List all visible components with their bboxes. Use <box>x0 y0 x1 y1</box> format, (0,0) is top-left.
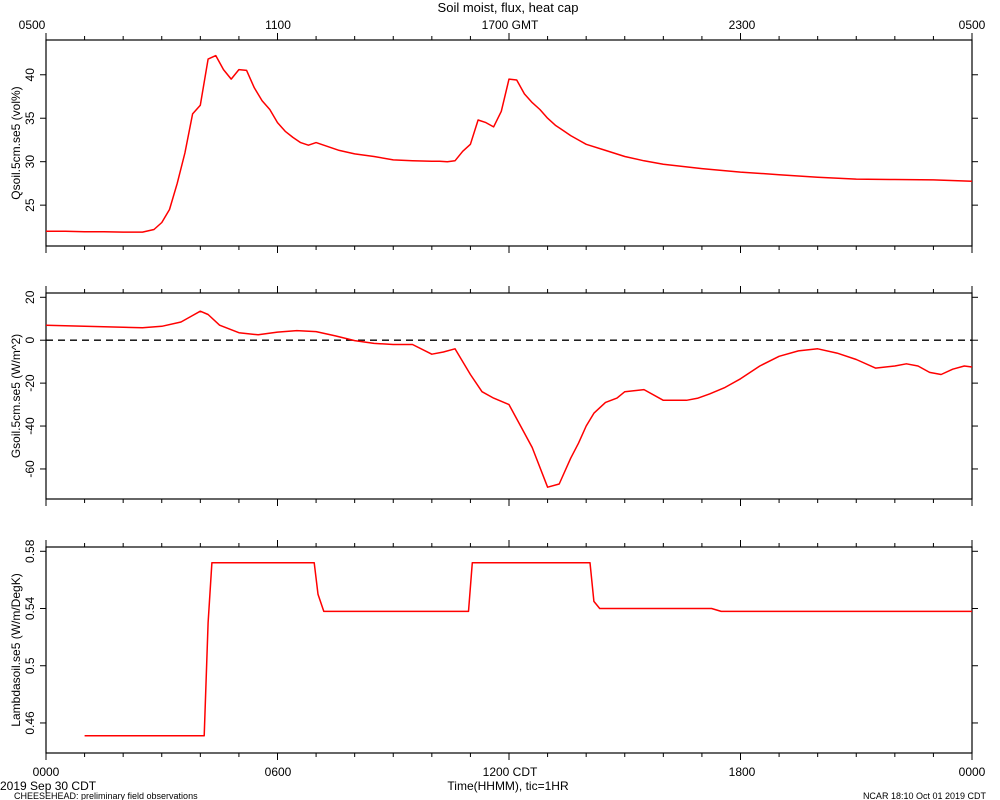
plot-frame <box>45 39 973 247</box>
series-line <box>46 54 973 233</box>
top-tick-label-1100: 1100 <box>265 18 291 32</box>
y-tick-label: -20 <box>23 374 37 392</box>
x-axis-label: Time(HHMM), tic=1HR <box>447 779 569 793</box>
date-label: 2019 Sep 30 CDT <box>0 779 97 793</box>
y-axis-label: Lambdasoil.se5 (W/m/DegK) <box>9 573 23 726</box>
credit-label: NCAR 18:10 Oct 01 2019 CDT <box>863 791 987 800</box>
y-tick-label: 40 <box>23 68 37 82</box>
y-tick-label: 0.58 <box>23 539 37 563</box>
plot-frame <box>45 292 973 500</box>
bottom-tick-label-0000: 0000 <box>33 765 60 779</box>
y-tick-label: 0 <box>23 337 37 344</box>
top-tick-label-0500-end: 0500 <box>959 18 986 32</box>
y-tick-label: 0.54 <box>23 597 37 621</box>
y-axis-label: Gsoil.5cm.se5 (W/m^2) <box>9 334 23 458</box>
top-tick-label-0500: 0500 <box>19 18 46 32</box>
plot-frame <box>45 546 973 754</box>
y-tick-label: 30 <box>23 155 37 169</box>
series-line <box>45 310 973 488</box>
y-axis-label: Qsoil.5cm.se5 (vol%) <box>9 86 23 199</box>
y-tick-label: 25 <box>23 198 37 212</box>
top-gmt-tick-labels: 0500 1100 1700 GMT 2300 0500 <box>19 18 986 32</box>
project-label: CHEESEHEAD: preliminary field observatio… <box>14 791 198 800</box>
bottom-cdt-tick-labels: 0000 0600 1200 CDT 1800 0000 <box>33 765 986 779</box>
bottom-tick-label-0600: 0600 <box>265 765 292 779</box>
y-tick-label: 0.5 <box>23 657 37 674</box>
chart-title: Soil moist, flux, heat cap <box>438 0 579 15</box>
bottom-tick-label-0000-end: 0000 <box>959 765 986 779</box>
bottom-tick-label-1200-cdt: 1200 CDT <box>483 765 538 779</box>
top-tick-label-2300: 2300 <box>729 18 756 32</box>
y-tick-label: -40 <box>23 417 37 435</box>
y-tick-label: 0.46 <box>23 711 37 735</box>
bottom-tick-label-1800: 1800 <box>729 765 756 779</box>
y-tick-label: 20 <box>23 290 37 304</box>
top-tick-label-1700-gmt: 1700 GMT <box>482 18 539 32</box>
y-tick-label: 35 <box>23 111 37 125</box>
y-tick-label: -60 <box>23 460 37 478</box>
series-line <box>84 561 972 737</box>
